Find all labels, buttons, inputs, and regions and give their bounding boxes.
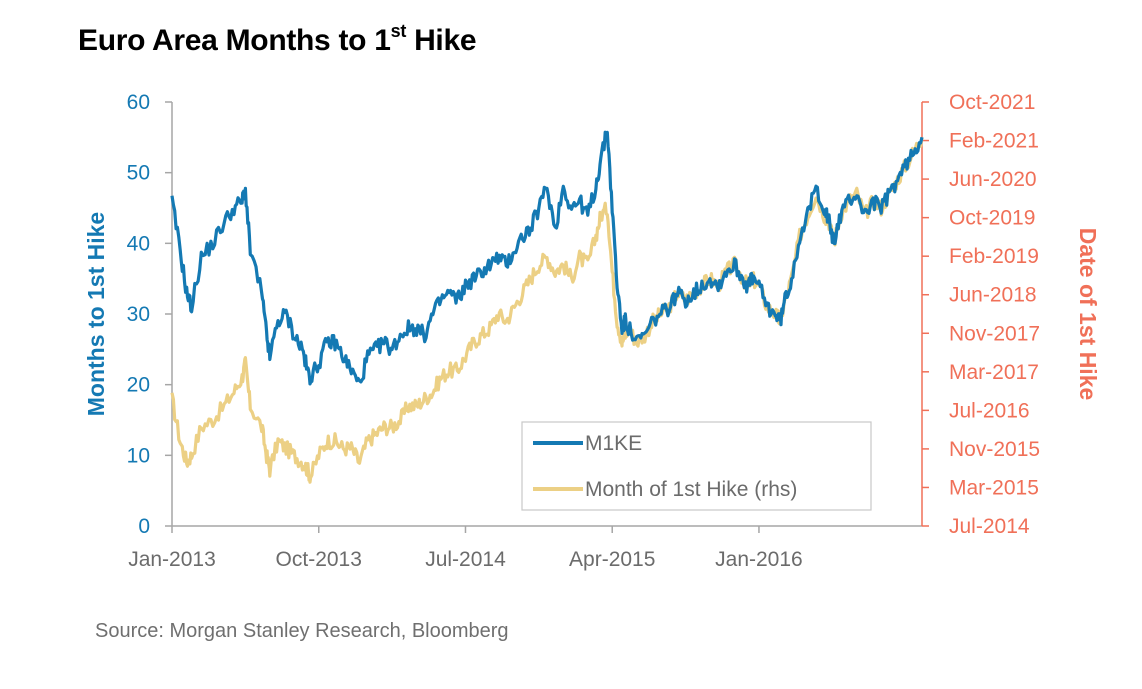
- x-tick-label: Jan-2016: [715, 548, 803, 571]
- y-tick-label-right: Jul-2016: [949, 399, 1030, 422]
- y-tick-label-right: Mar-2015: [949, 476, 1039, 499]
- chart-title: Euro Area Months to 1st Hike: [78, 21, 477, 57]
- x-tick-label: Apr-2015: [569, 548, 655, 571]
- legend: M1KE Month of 1st Hike (rhs): [521, 421, 872, 511]
- y-tick-label-right: Oct-2021: [949, 91, 1035, 114]
- y-tick-label-left: 10: [127, 444, 150, 467]
- legend-box: [521, 421, 872, 511]
- y-tick-label-right: Feb-2019: [949, 245, 1039, 268]
- y-tick-label-right: Mar-2017: [949, 361, 1039, 384]
- y-axis-title-left: Months to 1st Hike: [83, 212, 109, 416]
- y-tick-label-right: Jun-2018: [949, 284, 1037, 307]
- y-tick-label-left: 30: [127, 303, 150, 326]
- y-tick-label-right: Nov-2015: [949, 438, 1040, 461]
- source-note: Source: Morgan Stanley Research, Bloombe…: [95, 620, 509, 642]
- y-tick-label-right: Jul-2014: [949, 515, 1030, 538]
- legend-label-month-of-1st-hike: Month of 1st Hike (rhs): [585, 478, 797, 501]
- axes: 0 10 20 30 40 50 60 Jul-2014 Mar-2015 Nov-2015 Jul…: [83, 91, 1101, 571]
- y-tick-label-left: 20: [127, 374, 150, 397]
- y-tick-label-left: 40: [127, 232, 150, 255]
- y-tick-label-right: Oct-2019: [949, 207, 1035, 230]
- y-tick-label-left: 50: [127, 162, 150, 185]
- plot-lines: [170, 130, 924, 484]
- y-tick-label-right: Feb-2021: [949, 130, 1039, 153]
- y-tick-label-left: 0: [138, 515, 150, 538]
- x-tick-label: Oct-2013: [276, 548, 362, 571]
- x-tick-label: Jan-2013: [128, 548, 216, 571]
- series-line-m1ke: [170, 130, 924, 386]
- x-tick-label: Jul-2014: [425, 548, 506, 571]
- y-axis-title-right: Date of 1st Hike: [1075, 228, 1101, 401]
- y-tick-label-right: Jun-2020: [949, 168, 1037, 191]
- y-tick-label-left: 60: [127, 91, 150, 114]
- legend-label-m1ke: M1KE: [585, 432, 642, 455]
- y-tick-label-right: Nov-2017: [949, 322, 1040, 345]
